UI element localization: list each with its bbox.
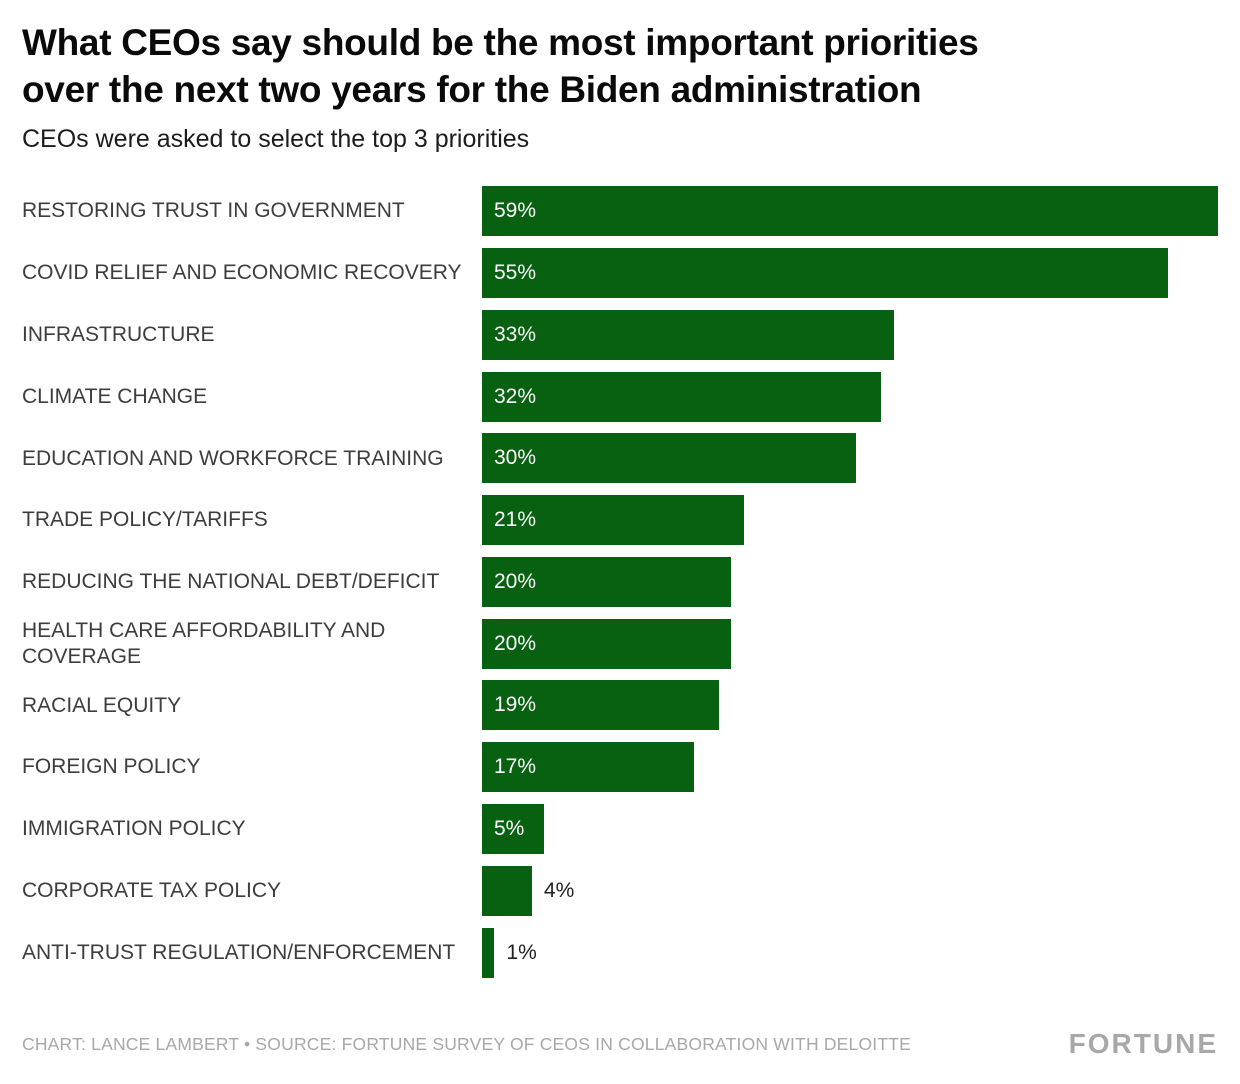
fortune-logo: FORTUNE [1068, 1028, 1218, 1059]
bar: 32% [482, 371, 882, 422]
chart-row: INFRASTRUCTURE 33% [22, 304, 1218, 366]
bar-chart: RESTORING TRUST IN GOVERNMENT 59% COVID RE… [22, 180, 1218, 983]
value-label: 5% [494, 817, 525, 841]
chart-row: RACIAL EQUITY 19% [22, 675, 1218, 737]
bar: 33% [482, 309, 894, 360]
bar: 55% [482, 247, 1169, 298]
chart-row: FOREIGN POLICY 17% [22, 736, 1218, 798]
bar: 21% [482, 495, 744, 546]
value-label: 55% [494, 260, 537, 284]
chart-row: TRADE POLICY/TARIFFS 21% [22, 489, 1218, 551]
bar: 30% [482, 433, 857, 484]
category-label: HEALTH CARE AFFORDABILITY AND COVERAGE [22, 619, 386, 668]
category-label: INFRASTRUCTURE [22, 322, 215, 346]
chart-row: HEALTH CARE AFFORDABILITY AND COVERAGE 20… [22, 613, 1218, 675]
value-label: 33% [494, 322, 537, 346]
category-label: CLIMATE CHANGE [22, 384, 208, 408]
bar-area: 20% [482, 618, 1218, 669]
bar-area: 55% [482, 247, 1218, 298]
credit-text: CHART: LANCE LAMBERT • SOURCE: FORTUNE S… [22, 1033, 912, 1054]
bar-area: 30% [482, 433, 1218, 484]
chart-subtitle: CEOs were asked to select the top 3 prio… [22, 125, 530, 154]
category-label: IMMIGRATION POLICY [22, 817, 246, 841]
bar [482, 927, 495, 978]
chart-row: CLIMATE CHANGE 32% [22, 366, 1218, 428]
chart-title: What CEOs say should be the most importa… [22, 20, 1218, 113]
bar: 19% [482, 680, 720, 731]
bar-area: 20% [482, 556, 1218, 607]
chart-row: ANTI-TRUST REGULATION/ENFORCEMENT 1% [22, 922, 1218, 984]
chart-row: REDUCING THE NATIONAL DEBT/DEFICIT 20% [22, 551, 1218, 613]
chart-row: CORPORATE TAX POLICY 4% [22, 860, 1218, 922]
value-label: 1% [506, 940, 537, 964]
value-label: 30% [494, 446, 537, 470]
chart-footer: CHART: LANCE LAMBERT • SOURCE: FORTUNE S… [22, 1028, 1218, 1060]
value-label: 32% [494, 384, 537, 408]
bar: 20% [482, 618, 732, 669]
category-label: FOREIGN POLICY [22, 755, 201, 779]
category-label: REDUCING THE NATIONAL DEBT/DEFICIT [22, 570, 440, 594]
bar-area: 21% [482, 495, 1218, 546]
bar-area: 5% [482, 804, 1218, 855]
value-label: 20% [494, 569, 537, 593]
value-label: 19% [494, 693, 537, 717]
value-label: 17% [494, 755, 537, 779]
value-label: 20% [494, 631, 537, 655]
category-label: COVID RELIEF AND ECONOMIC RECOVERY [22, 261, 462, 285]
bar-area: 59% [482, 186, 1218, 237]
chart-row: IMMIGRATION POLICY 5% [22, 798, 1218, 860]
chart-title-line1: What CEOs say should be the most importa… [22, 22, 979, 63]
bar: 5% [482, 804, 545, 855]
bar-area: 33% [482, 309, 1218, 360]
chart-row: RESTORING TRUST IN GOVERNMENT 59% [22, 180, 1218, 242]
value-label: 4% [543, 878, 575, 902]
category-label: ANTI-TRUST REGULATION/ENFORCEMENT [22, 940, 456, 964]
category-label: RESTORING TRUST IN GOVERNMENT [22, 199, 405, 223]
bar-area: 32% [482, 371, 1218, 422]
chart-rows: RESTORING TRUST IN GOVERNMENT 59% COVID RE… [22, 180, 1218, 983]
chart-row: COVID RELIEF AND ECONOMIC RECOVERY 55% [22, 242, 1218, 304]
value-label: 21% [494, 508, 537, 532]
bar-area: 1% [482, 927, 1218, 978]
category-label: TRADE POLICY/TARIFFS [22, 508, 268, 532]
bar: 20% [482, 556, 732, 607]
category-label: RACIAL EQUITY [22, 693, 182, 717]
chart-row: EDUCATION AND WORKFORCE TRAINING 30% [22, 427, 1218, 489]
bar-area: 17% [482, 742, 1218, 793]
category-label: EDUCATION AND WORKFORCE TRAINING [22, 446, 444, 470]
chart-title-line2: over the next two years for the Biden ad… [22, 68, 922, 110]
value-label: 59% [494, 199, 537, 223]
bar-area: 4% [482, 865, 1218, 916]
bar [482, 865, 532, 916]
bar: 59% [482, 186, 1218, 237]
bar: 17% [482, 742, 695, 793]
bar-area: 19% [482, 680, 1218, 731]
category-label: CORPORATE TAX POLICY [22, 879, 282, 903]
